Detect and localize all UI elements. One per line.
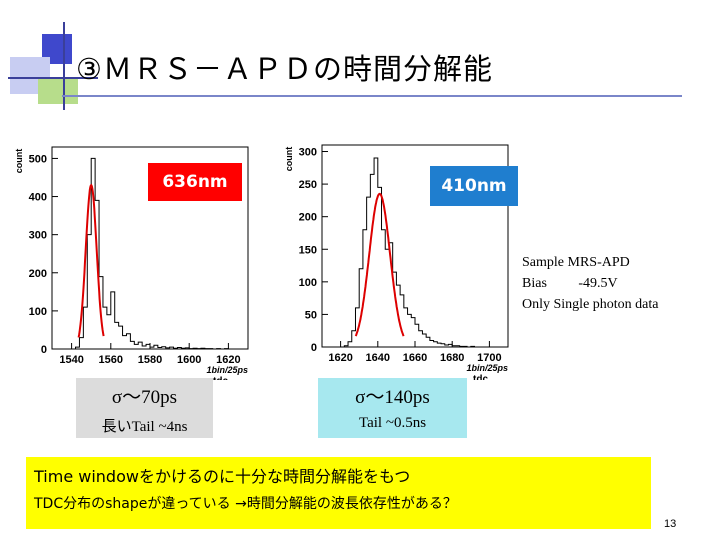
- y-tick-label: 200: [29, 268, 47, 280]
- x-tick-label: 1680: [440, 352, 464, 364]
- x-tick-label: 1620: [328, 352, 352, 364]
- gaussian-fit-line: [354, 192, 405, 337]
- y-tick-label: 400: [29, 192, 47, 204]
- corner-hline: [8, 77, 98, 79]
- gaussian-fit-line: [77, 183, 105, 338]
- y-tick-label: 150: [299, 244, 317, 256]
- note-line-1: Time windowをかけるのに十分な時間分解能をもつ: [34, 467, 411, 486]
- x-unit-label: 1bin/25ps: [466, 363, 508, 373]
- x-unit-label: 1bin/25ps: [206, 365, 248, 375]
- corner-vline: [63, 22, 65, 110]
- note-line-2: TDC分布のshapeが違っている →時間分解能の波長依存性がある？: [34, 496, 457, 512]
- result-box-410nm: σ～140ps Tail ~0.5ns: [318, 378, 467, 438]
- x-tick-label: 1620: [216, 354, 240, 366]
- bias-line: Bias -49.5V: [522, 276, 618, 291]
- histogram-410nm: 0 50 100 150 200 250 300 1620 1640 1660 1680 1700 co…: [284, 144, 509, 380]
- y-tick-label: 300: [299, 147, 317, 159]
- x-axis-label: tdc: [473, 374, 488, 380]
- y-tick-label: 100: [29, 306, 47, 318]
- y-tick-label: 300: [29, 230, 47, 242]
- y-tick-label: 0: [41, 344, 47, 356]
- y-tick-label: 100: [299, 277, 317, 289]
- x-axis-label: tdc: [213, 376, 228, 380]
- wavelength-tag-410nm: 410nm: [430, 166, 518, 206]
- x-tick-label: 1700: [477, 352, 501, 364]
- y-tick-label: 0: [311, 342, 317, 354]
- x-tick-label: 1600: [177, 354, 201, 366]
- sample-info: Sample MRS-APD Bias -49.5V Only Single p…: [522, 252, 659, 315]
- x-tick-label: 1640: [366, 352, 390, 364]
- x-tick-label: 1540: [59, 354, 83, 366]
- slide-title: ③ＭＲＳ－ＡＰＤの時間分解能: [76, 52, 493, 86]
- page-number: 13: [664, 518, 677, 530]
- sample-line: Sample MRS-APD: [522, 255, 630, 270]
- conclusion-note: Time windowをかけるのに十分な時間分解能をもつ TDC分布のshape…: [26, 457, 651, 529]
- y-tick-label: 200: [299, 212, 317, 224]
- x-tick-label: 1660: [403, 352, 427, 364]
- sigma-value: σ～70ps: [111, 387, 178, 408]
- y-tick-label: 50: [305, 309, 317, 321]
- tail-value: 長いTail ~4ns: [101, 419, 188, 435]
- title-underline: [62, 95, 682, 97]
- y-tick-label: 250: [299, 179, 317, 191]
- y-tick-label: 500: [29, 153, 47, 165]
- y-axis-label: count: [14, 149, 24, 174]
- histogram-steps: [340, 157, 494, 348]
- corner-square-green: [38, 78, 78, 104]
- result-box-636nm: σ～70ps 長いTail ~4ns: [76, 378, 213, 438]
- tail-value: Tail ~0.5ns: [358, 415, 427, 431]
- wavelength-tag-636nm: 636nm: [148, 163, 242, 201]
- sigma-value: σ～140ps: [355, 387, 430, 408]
- photon-line: Only Single photon data: [522, 297, 659, 312]
- x-tick-label: 1560: [99, 354, 123, 366]
- y-axis-label: count: [284, 147, 294, 172]
- x-tick-label: 1580: [138, 354, 162, 366]
